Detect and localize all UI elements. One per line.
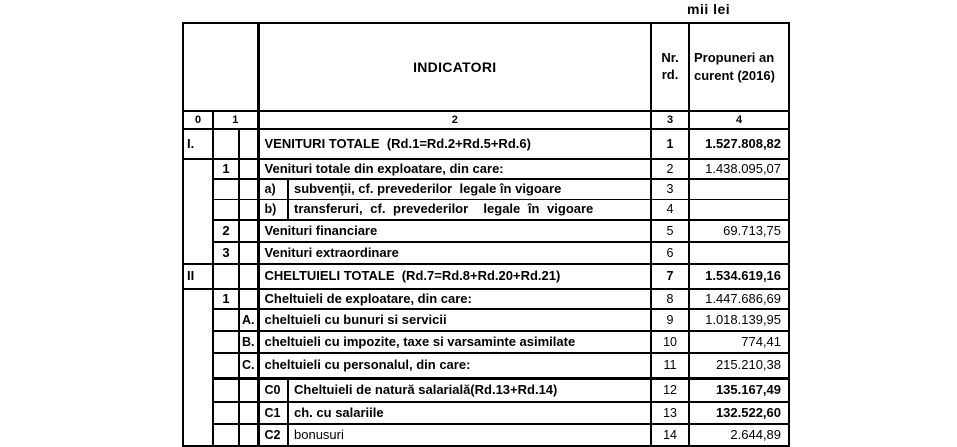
indicator-text: subvenţii, cf. prevederilor legale în vi… <box>287 178 653 200</box>
nr-rd-value: 11 <box>650 352 691 379</box>
indicator-text: ch. cu salariile <box>287 401 653 425</box>
row-sublabel: a) <box>256 178 290 200</box>
table-header-indicatori: INDICATORI <box>256 22 653 112</box>
column-index-4: 4 <box>688 110 791 130</box>
table-header-row: INDICATORI Nr. rd. Propuneri an curent (… <box>181 22 791 112</box>
table-row-natura-salariala: C0 Cheltuieli de natură salarială(Rd.13+… <box>183 376 791 403</box>
table-row-impozite-taxe: B. cheltuieli cu impozite, taxe si varsa… <box>183 330 791 354</box>
nr-rd-value: 7 <box>650 263 691 290</box>
table-row-cheltuieli-exploatare: 1 Cheltuieli de exploatare, din care: 8 … <box>182 288 791 447</box>
nr-rd-line1: Nr. <box>661 50 679 66</box>
column-index-1: 1 <box>211 110 260 130</box>
row-letter-label: A. <box>237 308 260 332</box>
table-row-bunuri-servicii: A. cheltuieli cu bunuri si servicii 9 1.… <box>183 308 791 332</box>
amount-value <box>688 198 791 221</box>
table-header-propuneri: Propuneri an curent (2016) <box>688 22 791 112</box>
amount-value: 774,41 <box>688 330 791 354</box>
amount-value <box>688 241 791 265</box>
column-index-3: 3 <box>650 110 691 130</box>
indicator-text: cheltuieli cu personalul, din care: <box>256 352 653 379</box>
nr-rd-value: 12 <box>650 376 691 403</box>
table-row-transferuri: b) transferuri, cf. prevederilor legale … <box>183 198 791 221</box>
indicator-text: Venituri financiare <box>256 219 653 243</box>
row-number-label: 2 <box>212 219 240 243</box>
header-blank-cell <box>181 22 260 112</box>
nr-rd-value: 10 <box>650 330 691 354</box>
indicator-text: Venituri totale din exploatare, din care… <box>256 158 653 180</box>
nr-rd-value: 1 <box>650 128 691 160</box>
amount-value <box>688 178 791 200</box>
nr-rd-value: 5 <box>650 219 691 243</box>
row-letter-label: B. <box>237 330 260 354</box>
amount-value: 1.534.619,16 <box>688 263 791 290</box>
row-sublabel: C2 <box>256 423 290 447</box>
amount-value: 2.644,89 <box>688 423 791 447</box>
nr-rd-value: 9 <box>650 308 691 332</box>
indicator-text: VENITURI TOTALE (Rd.1=Rd.2+Rd.5+Rd.6) <box>256 128 653 160</box>
budget-table: INDICATORI Nr. rd. Propuneri an curent (… <box>181 22 791 447</box>
indicator-text: bonusuri <box>287 423 653 447</box>
indicator-text: Cheltuieli de natură salarială(Rd.13+Rd.… <box>287 376 653 403</box>
indicator-text: transferuri, cf. prevederilor legale în … <box>287 198 653 221</box>
row-section-label: I. <box>182 128 214 160</box>
nr-rd-value: 3 <box>650 178 691 200</box>
table-row-cheltuieli-totale: II CHELTUIELI TOTALE (Rd.7=Rd.8+Rd.20+Rd… <box>182 263 791 290</box>
indicator-text: cheltuieli cu impozite, taxe si varsamin… <box>256 330 653 354</box>
indicator-text: CHELTUIELI TOTALE (Rd.7=Rd.8+Rd.20+Rd.21… <box>256 263 653 290</box>
column-index-0: 0 <box>182 110 214 130</box>
table-header-nr-rd: Nr. rd. <box>650 22 691 112</box>
table-row-subventii: a) subvenţii, cf. prevederilor legale în… <box>183 178 791 200</box>
table-row-venituri-exploatare: 1 Venituri totale din exploatare, din ca… <box>182 158 791 265</box>
indicator-text: cheltuieli cu bunuri si servicii <box>256 308 653 332</box>
amount-value: 69.713,75 <box>688 219 791 243</box>
unit-label: mii lei <box>687 1 731 17</box>
amount-value: 135.167,49 <box>688 376 791 403</box>
section-span-cell <box>182 158 214 265</box>
indicator-text: Cheltuieli de exploatare, din care: <box>256 288 653 310</box>
amount-value: 1.018.139,95 <box>688 308 791 332</box>
column-numbering-row: 0 1 2 3 4 <box>182 110 791 130</box>
nr-rd-value: 14 <box>650 423 691 447</box>
row-section-label: II <box>182 263 214 290</box>
row-sublabel: C0 <box>256 376 290 403</box>
indicator-text: Venituri extraordinare <box>256 241 653 265</box>
nr-rd-value: 4 <box>650 198 691 221</box>
row-number-label: 1 <box>212 158 240 180</box>
nr-rd-line2: rd. <box>661 67 679 82</box>
nr-rd-value: 6 <box>650 241 691 265</box>
amount-value: 1.447.686,69 <box>688 288 791 310</box>
nr-rd-value: 2 <box>650 158 691 180</box>
nr-rd-value: 13 <box>650 401 691 425</box>
amount-value: 1.438.095,07 <box>688 158 791 180</box>
table-row-personal: C. cheltuieli cu personalul, din care: 1… <box>183 352 791 379</box>
amount-value: 1.527.808,82 <box>688 128 791 160</box>
row-sublabel: b) <box>256 198 290 221</box>
table-row-venituri-totale: I. VENITURI TOTALE (Rd.1=Rd.2+Rd.5+Rd.6)… <box>182 128 791 160</box>
row-letter-label: C. <box>237 352 260 379</box>
table-row-bonusuri: C2 bonusuri 14 2.644,89 <box>183 423 791 447</box>
amount-value: 132.522,60 <box>688 401 791 425</box>
row-number-label: 1 <box>212 288 240 310</box>
row-sublabel: C1 <box>256 401 290 425</box>
nr-rd-value: 8 <box>650 288 691 310</box>
section-span-cell <box>182 288 214 447</box>
amount-value: 215.210,38 <box>688 352 791 379</box>
table-row-venituri-financiare: 2 Venituri financiare 5 69.713,75 <box>183 219 791 243</box>
table-row-salarii: C1 ch. cu salariile 13 132.522,60 <box>183 401 791 425</box>
table-row-venituri-extraordinare: 3 Venituri extraordinare 6 <box>183 241 791 265</box>
column-index-2: 2 <box>256 110 653 130</box>
row-number-label: 3 <box>212 241 240 265</box>
